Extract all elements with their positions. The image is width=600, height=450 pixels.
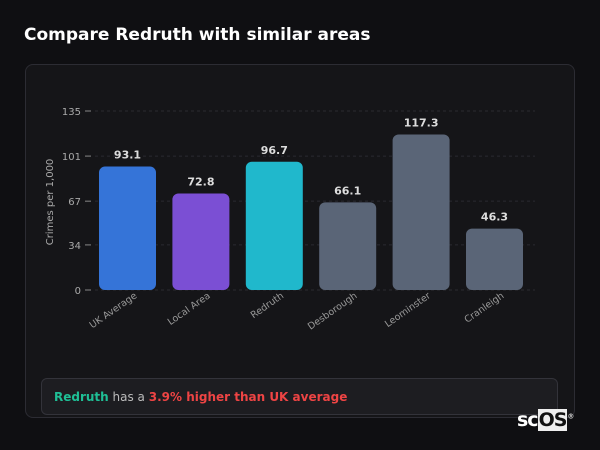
y-tick-label: 67 (68, 197, 81, 208)
scos-logo: scOS® (517, 409, 574, 431)
data-label: 46.3 (481, 211, 508, 224)
y-tick-label: 0 (75, 286, 81, 297)
x-tick-label: Cranleigh (463, 290, 507, 325)
y-tick-label: 101 (62, 152, 81, 163)
bar-desborough[interactable] (319, 202, 377, 290)
logo-b: OS (537, 409, 568, 431)
bar-uk-average[interactable] (99, 166, 156, 290)
bar-cranleigh[interactable] (466, 228, 523, 290)
page-title: Compare Redruth with similar areas (24, 25, 371, 45)
logo-a: sc (517, 409, 539, 431)
data-label: 72.8 (187, 175, 214, 188)
x-tick-label: Desborough (306, 290, 359, 332)
x-tick-label: UK Average (88, 290, 140, 331)
bar-redruth[interactable] (245, 161, 303, 290)
data-label: 117.3 (404, 116, 439, 129)
x-tick-label: Redruth (249, 290, 286, 321)
y-axis-label: Crimes per 1,000 (45, 159, 56, 246)
comparison-note: Redruth has a 3.9% higher than UK averag… (41, 378, 558, 415)
note-text: has a (108, 390, 149, 404)
difference-text: 3.9% higher than UK average (148, 390, 348, 404)
x-tick-label: Leominster (383, 290, 433, 330)
data-label: 93.1 (114, 149, 141, 162)
y-tick-label: 135 (62, 107, 81, 118)
x-tick-label: Local Area (166, 290, 213, 327)
area-name: Redruth (54, 390, 109, 404)
data-label: 96.7 (261, 144, 288, 157)
y-tick-label: 34 (68, 241, 81, 252)
bar-local-area[interactable] (172, 193, 230, 290)
data-label: 66.1 (334, 184, 361, 197)
bar-leominster[interactable] (392, 134, 450, 290)
